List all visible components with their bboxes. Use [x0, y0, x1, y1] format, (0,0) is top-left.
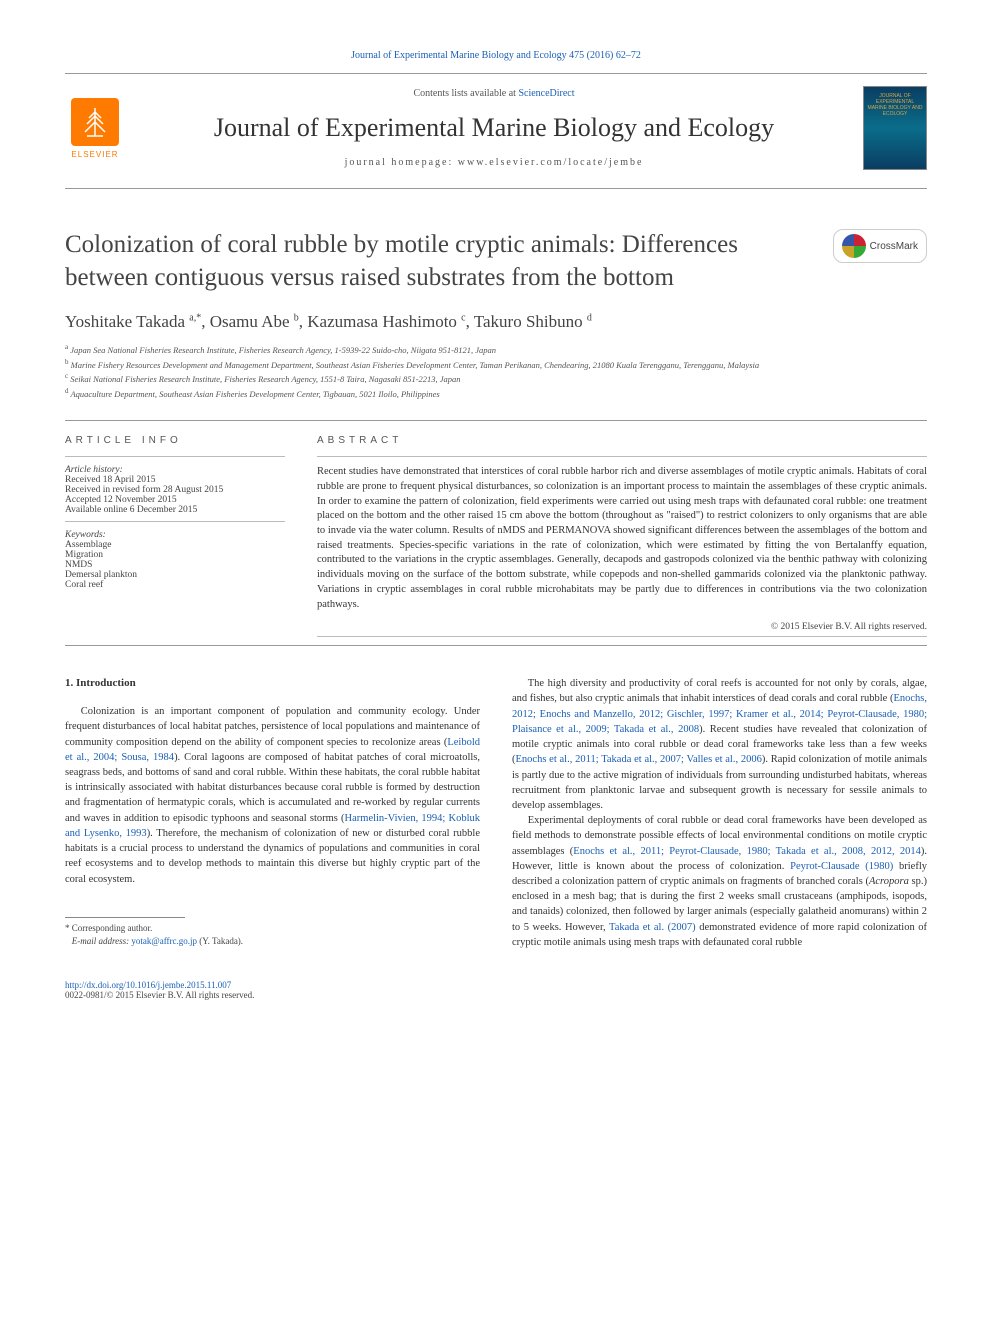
- history-label: Article history:: [65, 465, 285, 475]
- divider-top: [65, 420, 927, 421]
- affiliation-line: c Seikai National Fisheries Research Ins…: [65, 371, 927, 386]
- elsevier-label: ELSEVIER: [71, 150, 118, 159]
- journal-header: ELSEVIER Contents lists available at Sci…: [65, 73, 927, 189]
- corr-label: Corresponding author.: [72, 923, 153, 933]
- keywords-list: AssemblageMigrationNMDSDemersal plankton…: [65, 540, 285, 590]
- abstract-text: Recent studies have demonstrated that in…: [317, 465, 927, 612]
- keyword-item: Coral reef: [65, 580, 285, 590]
- homepage-prefix: journal homepage:: [345, 157, 458, 168]
- elsevier-logo: ELSEVIER: [65, 93, 125, 163]
- abstract-bottom-divider: [317, 636, 927, 637]
- abstract-heading: ABSTRACT: [317, 435, 927, 446]
- issn-line: 0022-0981/© 2015 Elsevier B.V. All right…: [65, 990, 254, 1000]
- journal-homepage: journal homepage: www.elsevier.com/locat…: [143, 157, 845, 168]
- right-column: The high diversity and productivity of c…: [512, 676, 927, 950]
- footer: http://dx.doi.org/10.1016/j.jembe.2015.1…: [65, 980, 927, 1000]
- affiliations: a Japan Sea National Fisheries Research …: [65, 342, 927, 400]
- keyword-item: NMDS: [65, 560, 285, 570]
- citation-link[interactable]: Journal of Experimental Marine Biology a…: [351, 50, 641, 61]
- crossmark-label: CrossMark: [870, 241, 918, 252]
- journal-cover-thumb: JOURNAL OF EXPERIMENTAL MARINE BIOLOGY A…: [863, 86, 927, 170]
- body-columns: 1. Introduction Colonization is an impor…: [65, 676, 927, 950]
- corresponding-author: * Corresponding author. E-mail address: …: [65, 922, 480, 948]
- doi-link[interactable]: http://dx.doi.org/10.1016/j.jembe.2015.1…: [65, 980, 231, 990]
- citation-line: Journal of Experimental Marine Biology a…: [65, 50, 927, 61]
- authors-line: Yoshitake Takada a,*, Osamu Abe b, Kazum…: [65, 312, 927, 332]
- history-item: Available online 6 December 2015: [65, 505, 285, 515]
- abstract-divider: [317, 456, 927, 457]
- crossmark-icon: [842, 234, 866, 258]
- history-item: Received 18 April 2015: [65, 475, 285, 485]
- section-heading-intro: 1. Introduction: [65, 676, 480, 692]
- corr-email-link[interactable]: yotak@affrc.go.jp: [131, 936, 197, 946]
- affiliation-line: d Aquaculture Department, Southeast Asia…: [65, 386, 927, 401]
- divider-bottom: [65, 645, 927, 646]
- body-paragraph: The high diversity and productivity of c…: [512, 676, 927, 813]
- info-divider-1: [65, 456, 285, 457]
- corr-email-label: E-mail address:: [72, 936, 129, 946]
- history-item: Accepted 12 November 2015: [65, 495, 285, 505]
- contents-prefix: Contents lists available at: [413, 88, 518, 99]
- body-paragraph: Experimental deployments of coral rubble…: [512, 813, 927, 950]
- copyright-line: © 2015 Elsevier B.V. All rights reserved…: [317, 622, 927, 632]
- cover-thumb-text: JOURNAL OF EXPERIMENTAL MARINE BIOLOGY A…: [867, 93, 923, 117]
- history-item: Received in revised form 28 August 2015: [65, 485, 285, 495]
- crossmark-badge[interactable]: CrossMark: [833, 229, 927, 263]
- sciencedirect-link[interactable]: ScienceDirect: [518, 88, 574, 99]
- article-info-heading: ARTICLE INFO: [65, 435, 285, 446]
- keyword-item: Migration: [65, 550, 285, 560]
- keyword-item: Demersal plankton: [65, 570, 285, 580]
- body-paragraph: Colonization is an important component o…: [65, 704, 480, 887]
- corr-email-name: (Y. Takada).: [199, 936, 243, 946]
- affiliation-line: b Marine Fishery Resources Development a…: [65, 357, 927, 372]
- elsevier-tree-icon: [71, 98, 119, 146]
- journal-name: Journal of Experimental Marine Biology a…: [143, 113, 845, 143]
- keyword-item: Assemblage: [65, 540, 285, 550]
- contents-available: Contents lists available at ScienceDirec…: [143, 88, 845, 99]
- left-column: 1. Introduction Colonization is an impor…: [65, 676, 480, 950]
- article-info: ARTICLE INFO Article history: Received 1…: [65, 435, 285, 645]
- abstract: ABSTRACT Recent studies have demonstrate…: [317, 435, 927, 645]
- article-title: Colonization of coral rubble by motile c…: [65, 229, 813, 294]
- affiliation-line: a Japan Sea National Fisheries Research …: [65, 342, 927, 357]
- corr-star: *: [65, 923, 70, 933]
- info-divider-2: [65, 521, 285, 522]
- keywords-label: Keywords:: [65, 530, 285, 540]
- history-list: Received 18 April 2015Received in revise…: [65, 475, 285, 515]
- homepage-url: www.elsevier.com/locate/jembe: [458, 157, 644, 168]
- corresponding-divider: [65, 917, 185, 918]
